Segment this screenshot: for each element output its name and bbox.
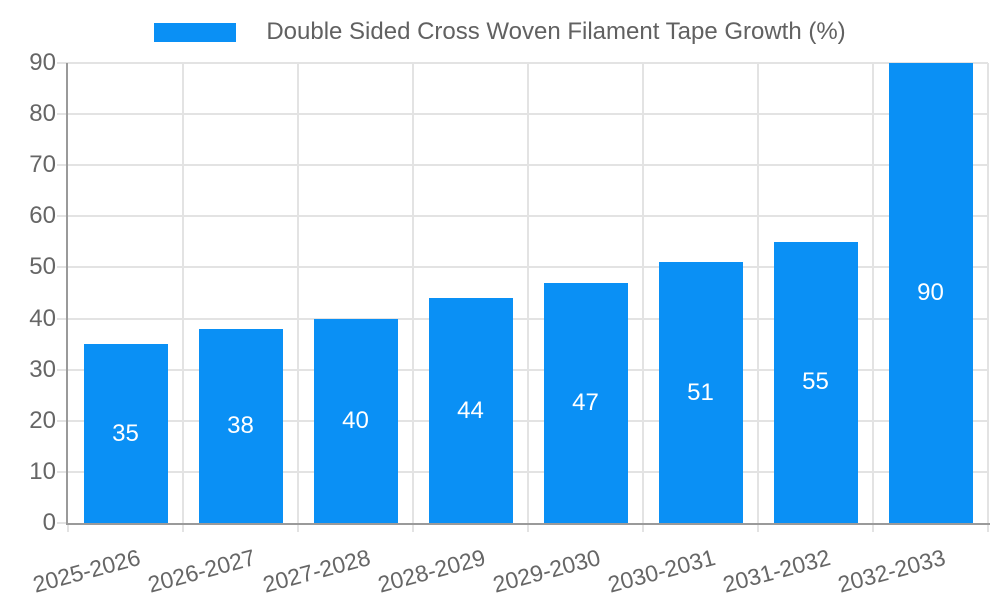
y-tick-mark — [57, 215, 68, 218]
y-tick-label: 60 — [29, 202, 56, 230]
y-tick-mark — [57, 266, 68, 269]
y-tick-mark — [57, 164, 68, 167]
x-axis-line — [66, 523, 990, 525]
y-axis-line — [66, 63, 68, 525]
y-tick-label: 70 — [29, 151, 56, 179]
x-tick-mark — [182, 523, 184, 532]
bar-value-label: 35 — [112, 419, 139, 447]
v-gridline — [757, 63, 759, 523]
bar: 35 — [83, 344, 168, 523]
legend: Double Sided Cross Woven Filament Tape G… — [0, 18, 1000, 46]
bar-value-label: 55 — [802, 368, 829, 396]
bar: 38 — [198, 328, 283, 523]
legend-label: Double Sided Cross Woven Filament Tape G… — [266, 18, 846, 45]
y-tick-mark — [57, 317, 68, 320]
y-tick-mark — [57, 368, 68, 371]
bar: 44 — [428, 298, 513, 523]
bar-value-label: 38 — [227, 411, 254, 439]
bar: 55 — [773, 241, 858, 523]
bar: 51 — [658, 262, 743, 523]
y-tick-label: 20 — [29, 406, 56, 434]
x-tick-mark — [757, 523, 759, 532]
y-tick-label: 90 — [29, 49, 56, 76]
y-tick-label: 10 — [29, 457, 56, 485]
bar: 47 — [543, 282, 628, 523]
y-tick-mark — [57, 470, 68, 473]
x-tick-mark — [297, 523, 299, 532]
bar-value-label: 47 — [572, 388, 599, 416]
v-gridline — [987, 63, 989, 523]
y-tick-label: 40 — [29, 304, 56, 332]
legend-swatch — [154, 22, 237, 42]
v-gridline — [297, 63, 299, 523]
v-gridline — [527, 63, 529, 523]
y-tick-mark — [57, 62, 68, 64]
y-tick-mark — [57, 113, 68, 116]
bar-value-label: 90 — [917, 279, 944, 306]
y-tick-label: 30 — [29, 355, 56, 383]
x-tick-mark — [642, 523, 644, 532]
v-gridline — [412, 63, 414, 523]
x-tick-mark — [987, 523, 989, 532]
y-tick-label: 0 — [42, 509, 56, 536]
plot-area: 0 10 20 30 40 50 60 70 80 90 35 38 40 44 47 51 55 90 2025-… — [29, 49, 990, 598]
bar-value-label: 51 — [687, 378, 714, 406]
y-tick-mark — [57, 522, 68, 524]
x-tick-mark — [872, 523, 874, 532]
bar-value-label: 44 — [457, 396, 484, 424]
y-tick-mark — [57, 419, 68, 422]
bar: 40 — [313, 318, 398, 523]
x-tick-mark — [412, 523, 414, 532]
v-gridline — [642, 63, 644, 523]
v-gridline — [182, 63, 184, 523]
v-gridline — [872, 63, 874, 523]
bar: 90 — [888, 63, 973, 523]
x-tick-mark — [67, 523, 69, 532]
y-tick-label: 50 — [29, 253, 56, 281]
x-tick-mark — [527, 523, 529, 532]
y-tick-label: 80 — [29, 100, 56, 128]
bar-value-label: 40 — [342, 406, 369, 434]
